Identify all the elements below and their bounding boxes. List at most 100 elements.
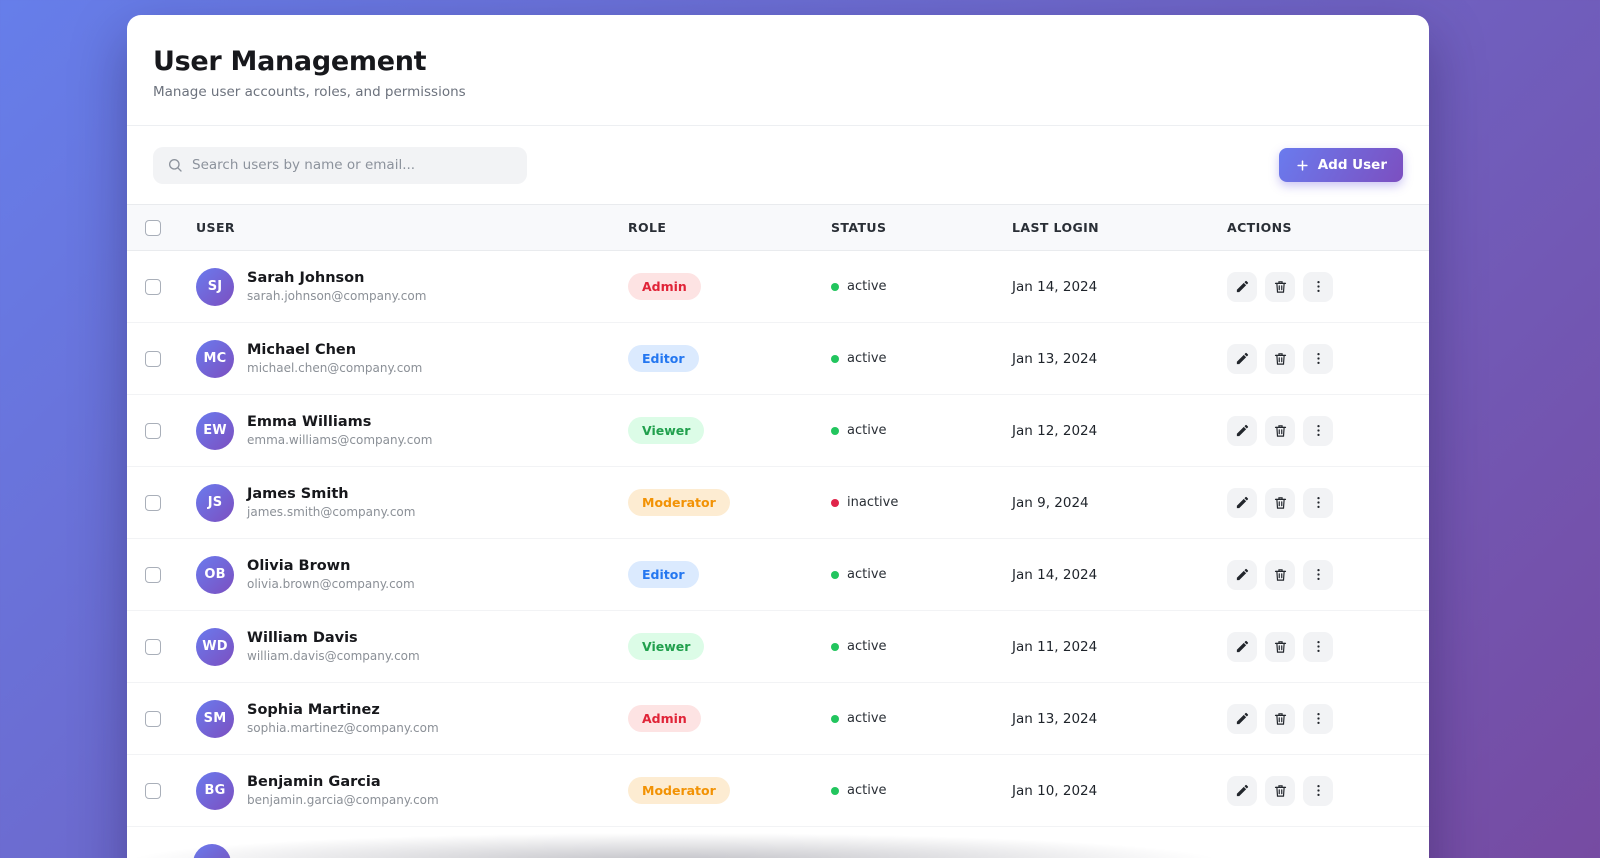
user-meta: Michael Chen michael.chen@company.com	[247, 342, 422, 375]
kebab-menu-icon	[1316, 353, 1320, 364]
avatar-initials: OB	[204, 567, 226, 582]
avatar-initials: MC	[203, 351, 227, 366]
role-cell: Viewer	[628, 417, 831, 444]
user-email: james.smith@company.com	[247, 505, 416, 519]
trash-icon	[1274, 281, 1286, 293]
avatar-initials: SM	[203, 711, 227, 726]
delete-button[interactable]	[1265, 343, 1295, 374]
edit-button[interactable]	[1227, 343, 1257, 374]
avatar-initials: SJ	[207, 279, 223, 294]
pencil-icon	[1236, 352, 1248, 365]
edit-button[interactable]	[1227, 559, 1257, 590]
last-login: Jan 13, 2024	[1012, 710, 1098, 727]
avatar: JS	[196, 483, 234, 522]
delete-button[interactable]	[1265, 775, 1295, 806]
status-dot	[831, 426, 839, 435]
pencil-icon	[1236, 640, 1248, 653]
role-cell: Admin	[628, 273, 831, 300]
role-cell: Editor	[628, 345, 831, 372]
status-text: active	[847, 639, 887, 654]
trash-icon	[1274, 569, 1286, 581]
table-row: OB Olivia Brown olivia.brown@company.com…	[127, 539, 1429, 611]
more-button[interactable]	[1303, 271, 1333, 302]
user-email: william.davis@company.com	[247, 649, 420, 663]
pencil-icon	[1236, 712, 1248, 725]
row-checkbox[interactable]	[145, 638, 161, 655]
role-badge: Moderator	[628, 777, 730, 804]
actions-cell	[1227, 343, 1429, 374]
column-header-status: STATUS	[831, 220, 887, 235]
row-checkbox[interactable]	[145, 494, 161, 511]
edit-button[interactable]	[1227, 631, 1257, 662]
actions-cell	[1227, 487, 1429, 518]
avatar: WD	[196, 627, 234, 666]
user-name: Sophia Martinez	[247, 702, 380, 718]
avatar-initials: WD	[202, 639, 228, 654]
user-name: James Smith	[247, 486, 349, 502]
actions-cell	[1227, 415, 1429, 446]
status-cell: active	[831, 279, 1012, 294]
more-button[interactable]	[1303, 559, 1333, 590]
edit-button[interactable]	[1227, 703, 1257, 734]
role-badge: Admin	[628, 273, 701, 300]
user-cell: WD William Davis william.davis@company.c…	[196, 627, 628, 666]
delete-button[interactable]	[1265, 271, 1295, 302]
avatar	[193, 844, 231, 858]
more-button[interactable]	[1303, 631, 1333, 662]
user-meta: Sophia Martinez sophia.martinez@company.…	[247, 702, 439, 735]
delete-button[interactable]	[1265, 631, 1295, 662]
edit-button[interactable]	[1227, 487, 1257, 518]
edit-button[interactable]	[1227, 775, 1257, 806]
row-checkbox[interactable]	[145, 782, 161, 799]
user-email: sarah.johnson@company.com	[247, 289, 427, 303]
delete-button[interactable]	[1265, 559, 1295, 590]
kebab-menu-icon	[1316, 281, 1320, 292]
page-subtitle: Manage user accounts, roles, and permiss…	[153, 84, 466, 100]
user-email: emma.williams@company.com	[247, 433, 433, 447]
edit-button[interactable]	[1227, 271, 1257, 302]
more-button[interactable]	[1303, 775, 1333, 806]
table-row: MC Michael Chen michael.chen@company.com…	[127, 323, 1429, 395]
more-button[interactable]	[1303, 487, 1333, 518]
user-meta: Emma Williams emma.williams@company.com	[247, 414, 432, 447]
last-login: Jan 13, 2024	[1012, 350, 1098, 367]
role-badge: Editor	[628, 561, 699, 588]
table-header: USER ROLE STATUS LAST LOGIN ACTIONS	[127, 204, 1429, 251]
delete-button[interactable]	[1265, 703, 1295, 734]
add-user-button[interactable]: Add User	[1278, 148, 1403, 182]
status-cell: active	[831, 783, 1012, 798]
row-checkbox[interactable]	[145, 710, 161, 727]
role-badge: Moderator	[628, 489, 730, 516]
avatar: SM	[196, 699, 234, 738]
status-cell: active	[831, 423, 1012, 438]
more-button[interactable]	[1303, 343, 1333, 374]
delete-button[interactable]	[1265, 487, 1295, 518]
user-cell: MC Michael Chen michael.chen@company.com	[196, 339, 628, 378]
plus-icon	[1297, 159, 1308, 171]
avatar: OB	[196, 555, 234, 594]
user-email: olivia.brown@company.com	[247, 577, 415, 591]
user-management-card: User Management Manage user accounts, ro…	[127, 15, 1429, 858]
search-box[interactable]	[153, 146, 527, 184]
user-email: michael.chen@company.com	[247, 361, 423, 375]
table-row: BG Benjamin Garcia benjamin.garcia@compa…	[127, 755, 1429, 827]
role-cell: Editor	[628, 561, 831, 588]
last-login: Jan 12, 2024	[1012, 422, 1098, 439]
column-header-user: USER	[196, 220, 235, 235]
more-button[interactable]	[1303, 703, 1333, 734]
edit-button[interactable]	[1227, 415, 1257, 446]
row-checkbox[interactable]	[145, 566, 161, 583]
row-checkbox[interactable]	[145, 422, 161, 439]
select-all-checkbox[interactable]	[145, 219, 161, 236]
pencil-icon	[1236, 280, 1248, 293]
status-text: active	[847, 279, 887, 294]
delete-button[interactable]	[1265, 415, 1295, 446]
search-input[interactable]	[192, 157, 513, 173]
status-text: active	[847, 567, 887, 582]
table-row: SJ Sarah Johnson sarah.johnson@company.c…	[127, 251, 1429, 323]
pencil-icon	[1236, 424, 1248, 437]
avatar: SJ	[196, 267, 234, 306]
row-checkbox[interactable]	[145, 350, 161, 367]
more-button[interactable]	[1303, 415, 1333, 446]
row-checkbox[interactable]	[145, 278, 161, 295]
